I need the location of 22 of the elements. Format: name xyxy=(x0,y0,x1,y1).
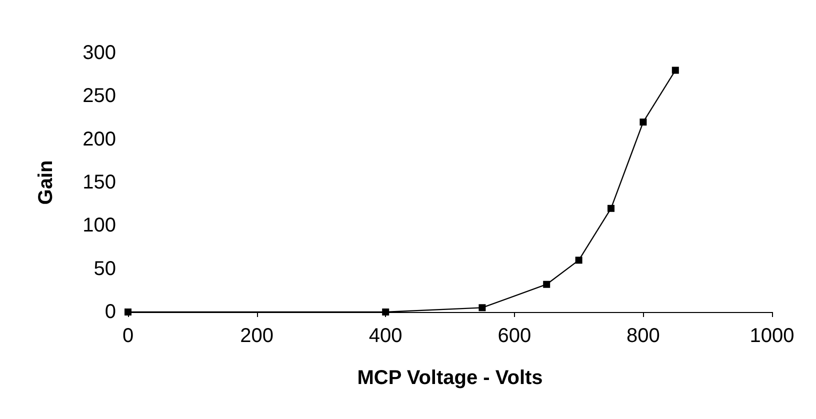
point xyxy=(382,308,390,316)
point xyxy=(543,280,550,288)
y-axis-title: Gain xyxy=(35,160,57,205)
y-tick-label: 300 xyxy=(82,42,116,64)
x-axis-title: MCP Voltage - Volts xyxy=(357,367,543,389)
point xyxy=(672,66,679,74)
point xyxy=(608,204,614,212)
x-tick-label: 0 xyxy=(122,325,134,347)
y-tick-label: 100 xyxy=(82,214,116,237)
point xyxy=(478,304,486,312)
y-tick-label: 200 xyxy=(82,128,116,150)
x-tick-label: 1000 xyxy=(750,325,794,347)
y-tick-label: 0 xyxy=(104,301,116,323)
y-tick-label: 150 xyxy=(82,172,116,194)
x-tick-label: 200 xyxy=(240,325,274,347)
y-tick-label: 250 xyxy=(82,85,116,108)
x-tick-label: 600 xyxy=(498,325,532,347)
point xyxy=(575,256,582,264)
x-tick-label: 400 xyxy=(368,325,402,347)
point xyxy=(640,118,647,126)
y-tick-label: 50 xyxy=(94,258,116,280)
x-tick-label: 800 xyxy=(626,325,660,347)
